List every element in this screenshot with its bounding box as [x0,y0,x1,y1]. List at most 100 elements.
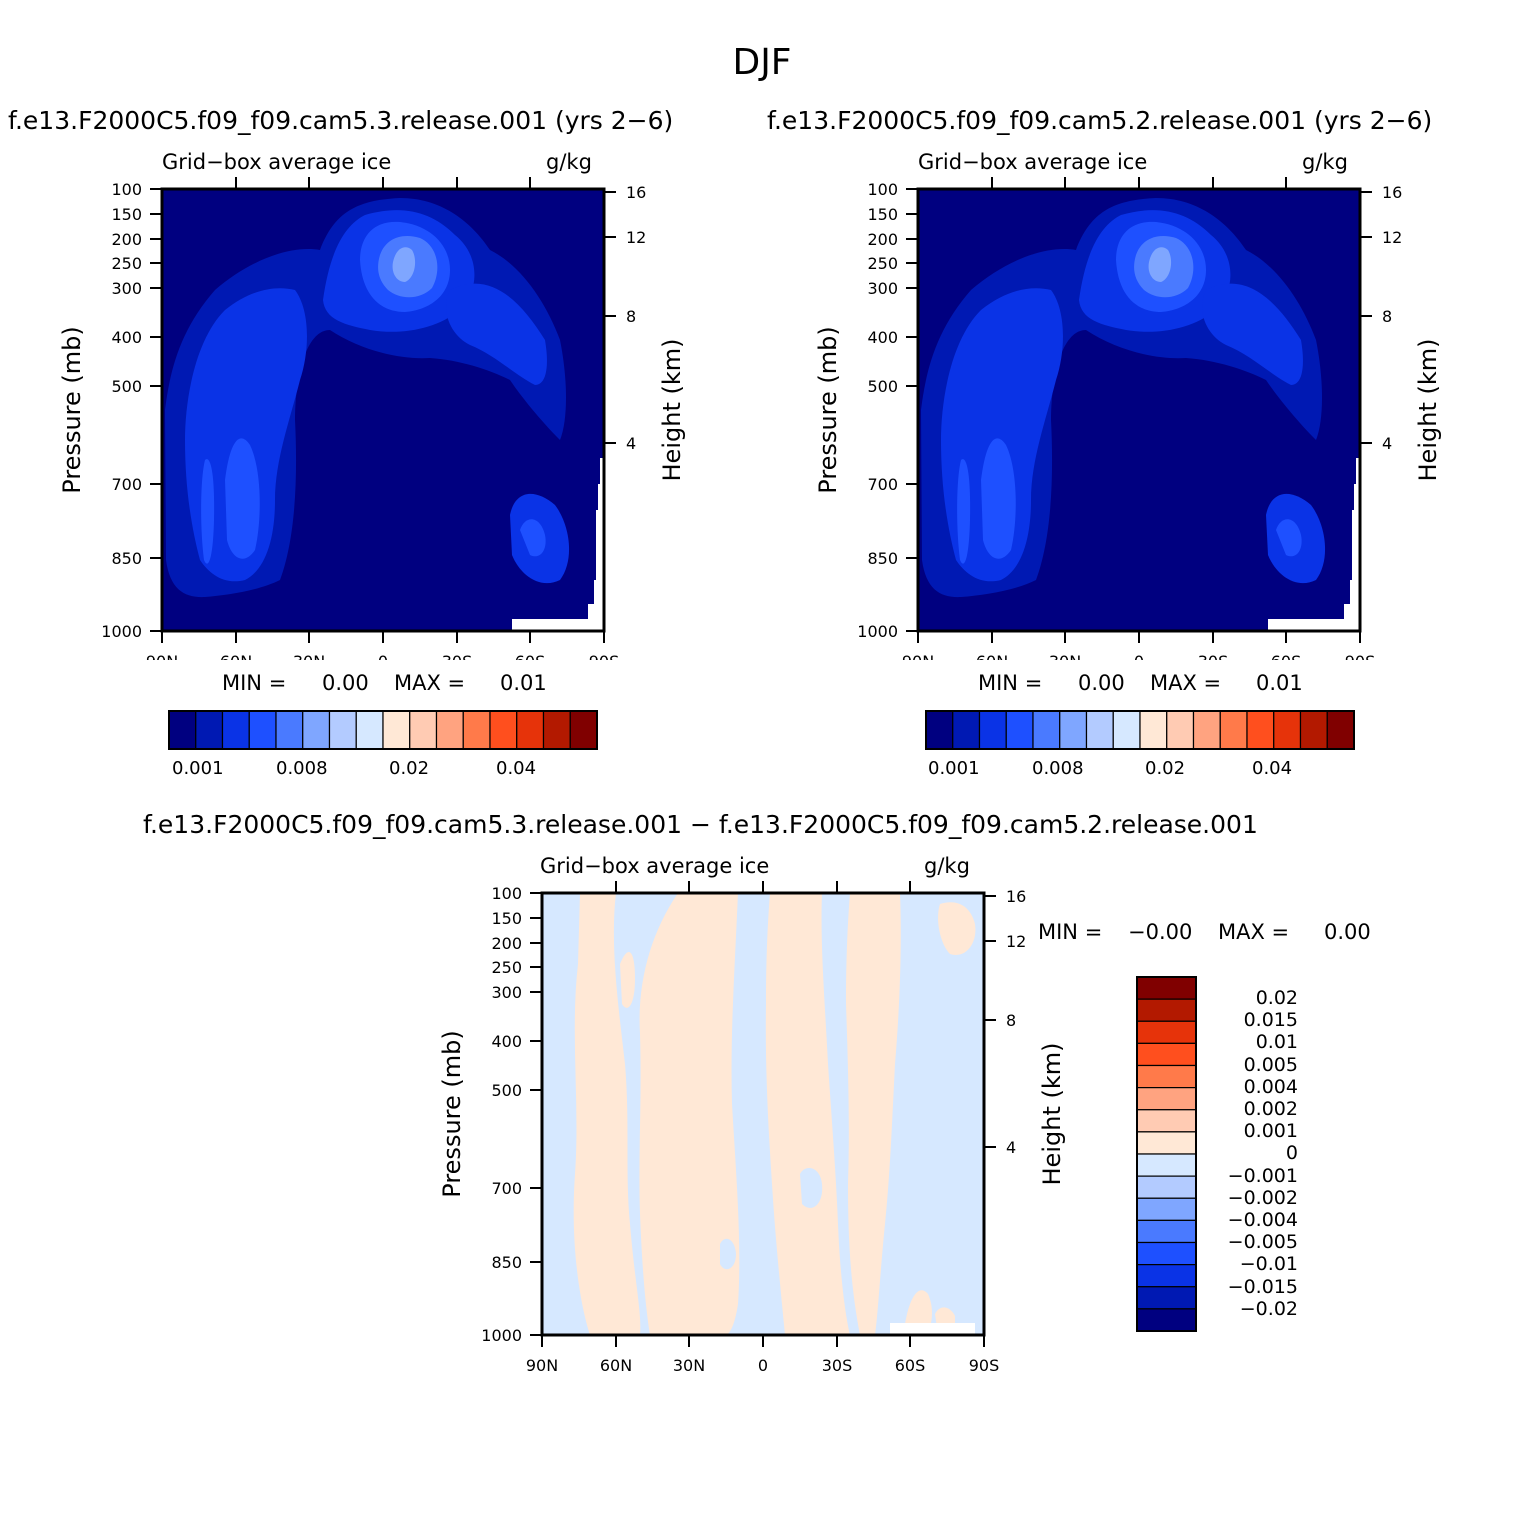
panel2-colorbar-box [1139,710,1168,750]
panel2-cbar-label: 0.04 [1252,758,1293,779]
panel3-cbar-label: 0.005 [1243,1053,1298,1076]
panel2-colorbar-box [1166,710,1195,750]
panel3-min-value: −0.00 [1128,920,1193,944]
panel3-lat-label: 90S [969,1356,1000,1375]
panel1-height-ticks [604,191,616,444]
panel2-cbar-label: 0.008 [1032,758,1084,779]
panel2-colorbar-box [1085,710,1114,750]
panel1-field [162,189,604,631]
panel2-max-value: 0.01 [1256,671,1303,695]
panel3-ptick-label: 850 [491,1253,522,1272]
panel3-variable-label: Grid−box average ice [540,854,770,878]
panel3-colorbar-box [1136,1286,1197,1310]
panel1-ptick-label: 200 [111,230,142,249]
panel3-lat-label: 0 [758,1356,768,1375]
panel2-min-value: 0.00 [1078,671,1125,695]
panel1-lat-label: 60N [220,652,252,660]
panel1-colorbar-box [489,710,518,750]
panel3-colorbar-frame [1136,976,1197,1332]
panel3-ptick-label: 400 [491,1032,522,1051]
panel3-lat-label: 30N [673,1356,705,1375]
panel1-lat-label: 0 [378,652,388,660]
panel1-colorbar-box [248,710,277,750]
panel3-colorbar-box [1136,1197,1197,1221]
panel1-ptick-label: 150 [111,205,142,224]
panel3-max-value: 0.00 [1324,920,1371,944]
panel3-cbar-label: 0.001 [1243,1120,1298,1143]
panel3-colorbar-box [1136,1020,1197,1044]
panel2-lat-label: 90S [1345,652,1376,660]
panel3-cbar-label: −0.004 [1227,1209,1298,1232]
panel1-lat-ticks [161,177,605,643]
panel2-ptick-label: 700 [867,475,898,494]
panel1-cbar-label: 0.008 [276,758,328,779]
panel2-lat-ticks [917,177,1361,643]
panel1-ptick-label: 700 [111,475,142,494]
panel1-htick-label: 16 [626,183,646,202]
panel1-lat-label: 30S [442,652,473,660]
panel2-colorbar-box [1192,710,1221,750]
panel1-run-title: f.e13.F2000C5.f09_f09.cam5.3.release.001… [8,106,674,135]
panel2-lat-label: 0 [1134,652,1144,660]
panel2-lat-label: 60S [1271,652,1302,660]
panel3-lat-ticks [541,881,985,1347]
panel2-colorbar-box [1112,710,1141,750]
panel1-colorbar-box [328,710,357,750]
panel3-cbar-label: −0.001 [1227,1164,1298,1187]
panel2-ylabel-right: Height (km) [1414,339,1442,482]
panel1-lat-label: 90N [146,652,178,660]
panel3-colorbar-boxes [1136,976,1197,1332]
panel3-cbar-label: 0.002 [1243,1098,1298,1121]
panel2-htick-label: 8 [1382,307,1392,326]
panel3-htick-label: 8 [1006,1011,1016,1030]
panel3-field [542,893,984,1335]
panel2-variable-label: Grid−box average ice [918,150,1148,174]
panel3-colorbar-box [1136,1153,1197,1177]
panel1-colorbar-frame [168,710,598,750]
panel1-colorbar-box [168,710,197,750]
panel3-ptick-label: 100 [491,884,522,903]
panel1-max-value: 0.01 [500,671,547,695]
panel1-htick-label: 12 [626,228,646,247]
panel1-colorbar-box [355,710,384,750]
panel2-cbar-label: 0.02 [1145,758,1186,779]
panel3-colorbar-box [1136,1241,1197,1266]
panel2-colorbar-box [978,710,1007,750]
panel3-colorbar [1136,976,1197,1332]
panel3-cbar-label: −0.015 [1227,1275,1298,1298]
panel3-colorbar-labels: 0.02 0.015 0.01 0.005 0.004 0.002 0.001 … [1200,987,1298,1320]
panel2-pressure-ticks [906,188,918,632]
panel1-colorbar-box [275,710,304,750]
panel3-units-label: g/kg [924,854,970,878]
panel1-units-label: g/kg [546,150,592,174]
panel3-colorbar-box [1136,1264,1197,1288]
figure-title: DJF [732,42,792,83]
panel2-max-label: MAX = [1150,671,1222,695]
panel1-colorbar-box [382,710,411,750]
panel2-lat-label: 30N [1049,652,1081,660]
panel1-ptick-label: 500 [111,377,142,396]
panel2-height-ticks [1360,191,1372,444]
panel1-variable-label: Grid−box average ice [162,150,392,174]
panel3-colorbar-box [1136,1175,1197,1199]
panel1-ptick-label: 850 [111,549,142,568]
panel2-ptick-label: 850 [867,549,898,568]
panel1-cbar-label: 0.02 [389,758,430,779]
panel1-colorbar-box [195,710,224,750]
panel2-colorbar [925,710,1355,750]
panel1-cbar-label: 0.04 [496,758,537,779]
panel2-colorbar-frame [925,710,1355,750]
panel3-ptick-label: 500 [491,1081,522,1100]
panel3-cbar-label: −0.005 [1227,1231,1298,1254]
panel3-lat-label: 90N [526,1356,558,1375]
panel3-pressure-ticks [530,892,542,1336]
panel3-htick-label: 4 [1006,1138,1016,1157]
panel3-colorbar-box [1136,1064,1197,1089]
panel1-htick-label: 8 [626,307,636,326]
panel1-ptick-label: 1000 [101,622,142,641]
panel1-ptick-label: 100 [111,180,142,199]
panel1-cbar-label: 0.001 [172,758,224,779]
panel2-colorbar-box [1246,710,1275,750]
panel1-min-value: 0.00 [322,671,369,695]
panel3-lat-label: 30S [822,1356,853,1375]
